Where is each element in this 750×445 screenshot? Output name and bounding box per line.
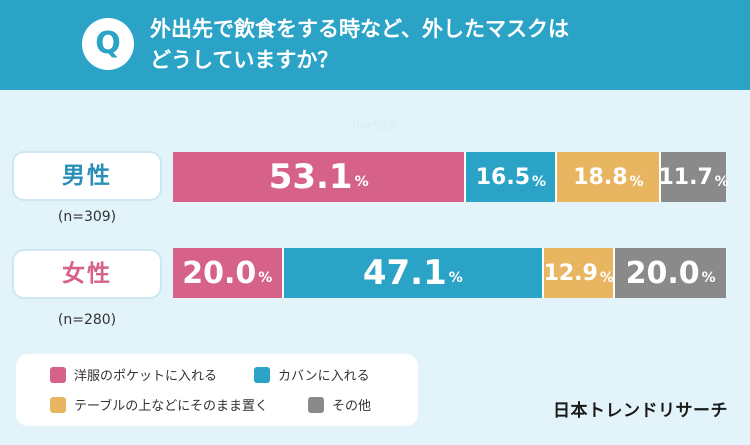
bar-segment-female-other: 20.0% [615, 248, 726, 298]
data-label-unit-female-bag: % [448, 270, 463, 286]
question-line-1: 外出先で飲食をする時など、外したマスクは [150, 17, 569, 41]
bar-segment-male-table: 18.8% [557, 152, 662, 202]
question-badge: Q [82, 18, 134, 70]
bar-segment-male-bag: 16.5% [466, 152, 558, 202]
question-text: 外出先で飲食をする時など、外したマスクは どうしていますか？ [150, 14, 710, 76]
stacked-bar-female: 20.0% 47.1% 12.9% 20.0% [173, 248, 726, 298]
sample-size-male: (n=309) [57, 209, 117, 225]
bar-segment-male-pocket: 53.1% [173, 152, 467, 202]
header-banner: Q 外出先で飲食をする時など、外したマスクは どうしていますか？ [0, 0, 750, 90]
data-label-unit-male-bag: % [532, 174, 547, 190]
data-label-female-bag: 47.1 [362, 253, 447, 293]
data-label-unit-female-table: % [599, 270, 614, 286]
data-label-unit-male-other: % [714, 174, 729, 190]
data-label-male-table: 18.8 [573, 164, 628, 190]
legend-swatch-table [50, 396, 66, 413]
data-label-female-pocket: 20.0 [182, 255, 257, 291]
data-label-unit-male-table: % [629, 174, 644, 190]
brand-logo-text: 日本トレンドリサーチ [553, 401, 728, 421]
bar-segment-female-table: 12.9% [543, 248, 616, 298]
legend-item-table: テーブルの上などにそのまま置く [50, 395, 268, 414]
question-line-2: どうしていますか？ [150, 48, 339, 72]
data-label-male-bag: 16.5 [475, 164, 531, 190]
legend-label-other: その他 [332, 399, 372, 414]
legend-swatch-pocket [50, 366, 66, 383]
legend-label-pocket: 洋服のポケットに入れる [74, 369, 218, 384]
bar-segment-male-other: 11.7% [658, 152, 729, 202]
sample-size-note: （n=589） [345, 119, 405, 132]
data-label-male-pocket: 53.1 [268, 157, 353, 197]
data-label-unit-female-pocket: % [258, 270, 273, 286]
data-label-unit-female-other: % [701, 270, 716, 286]
sample-size-female: (n=280) [57, 312, 117, 328]
row-label-female: 女性 [14, 251, 160, 297]
bar-segment-female-pocket: 20.0% [173, 248, 284, 298]
bar-segment-female-bag: 47.1% [283, 248, 545, 298]
stacked-bar-male: 53.1% 16.5% 18.8% 11.7% [173, 152, 729, 202]
legend-swatch-other [308, 396, 324, 413]
data-label-female-other: 20.0 [625, 255, 700, 291]
data-label-unit-male-pocket: % [354, 174, 369, 190]
legend-label-table: テーブルの上などにそのまま置く [74, 399, 268, 414]
legend-swatch-bag [254, 366, 270, 383]
legend-item-bag: カバンに入れる [254, 365, 370, 384]
data-label-male-other: 11.7 [658, 164, 713, 190]
legend-label-bag: カバンに入れる [278, 369, 370, 384]
row-label-male: 男性 [14, 153, 160, 199]
data-label-female-table: 12.9 [543, 260, 598, 286]
legend: 洋服のポケットに入れる カバンに入れる テーブルの上などにそのまま置く その他 [16, 354, 418, 426]
legend-item-pocket: 洋服のポケットに入れる [50, 365, 217, 384]
legend-item-other: その他 [308, 395, 371, 414]
